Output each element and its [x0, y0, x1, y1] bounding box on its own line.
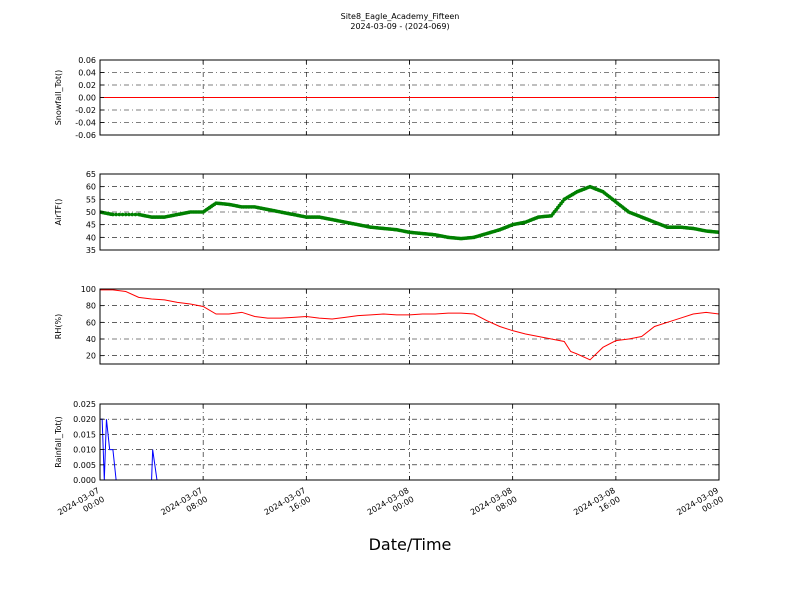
- panels: -0.06 -0.04 -0.02 0.00 0.02 0.04 0.06 Snowfall_…: [54, 56, 720, 485]
- data-point: [133, 212, 138, 217]
- data-point: [114, 212, 118, 217]
- panel-1: -0.06 -0.04 -0.02 0.00 0.02 0.04 0.06 Snowfall_…: [54, 56, 720, 140]
- y-tick-label: 60: [86, 318, 96, 327]
- y-tick-label: 0.005: [73, 461, 96, 470]
- y-tick-label: 0.02: [78, 81, 96, 90]
- y-tick-label: 0.010: [73, 446, 96, 455]
- y-tick-label: 65: [86, 170, 96, 179]
- x-tick-label: 2024-03-0716:00: [263, 486, 313, 526]
- y-tick-label: 100: [81, 285, 96, 294]
- series-line: [100, 289, 719, 361]
- x-tick-label: 2024-03-0808:00: [469, 486, 519, 526]
- panel-4: 0.000 0.005 0.010 0.015 0.020 0.025 Rainfall_T…: [54, 400, 720, 485]
- y-tick-label: 0.04: [78, 69, 96, 78]
- y-tick-label: 0.025: [73, 400, 96, 409]
- y-axis-label: AirTF(): [54, 199, 63, 226]
- data-point: [127, 212, 131, 217]
- series-line: [100, 418, 719, 480]
- x-tick-label: 2024-03-0800:00: [366, 486, 416, 526]
- y-tick-label: -0.06: [75, 131, 96, 140]
- y-tick-label: 40: [86, 335, 96, 344]
- chart-title: Site8_Eagle_Academy_Fifteen: [341, 12, 460, 21]
- y-axis-label: RH(%): [54, 314, 63, 339]
- y-axis-label: Rainfall_Tot(): [54, 416, 63, 468]
- data-point: [130, 212, 135, 217]
- data-point: [123, 212, 128, 217]
- series-markers: [100, 184, 719, 241]
- x-tick-label: 2024-03-0816:00: [572, 486, 622, 526]
- x-tick-label: 2024-03-0708:00: [159, 486, 209, 526]
- y-axis-label: Snowfall_Tot(): [54, 70, 63, 126]
- y-tick-label: 0.020: [73, 415, 96, 424]
- data-point: [117, 212, 122, 217]
- y-tick-label: 80: [86, 302, 96, 311]
- y-tick-label: -0.04: [75, 119, 96, 128]
- panel-2: 35 40 45 50 55 60 65 AirTF(): [54, 170, 720, 255]
- data-point: [120, 212, 125, 217]
- y-tick-label: 0.06: [78, 56, 96, 65]
- x-axis-label: Date/Time: [369, 535, 452, 554]
- x-tick-labels: 2024-03-0700:00 2024-03-0708:00 2024-03-07…: [56, 486, 725, 526]
- chart-subtitle: 2024-03-09 - (2024-069): [350, 22, 449, 31]
- data-point: [111, 212, 115, 217]
- panel-3: 20 40 60 80 100 RH(%): [54, 285, 720, 365]
- y-tick-label: 60: [86, 183, 96, 192]
- x-tick-label: 2024-03-0900:00: [675, 486, 725, 526]
- y-tick-label: -0.02: [75, 106, 96, 115]
- x-tick-label: 2024-03-0700:00: [56, 486, 106, 526]
- y-tick-label: 35: [86, 246, 96, 255]
- y-tick-label: 20: [86, 352, 96, 361]
- y-tick-label: 0.000: [73, 476, 96, 485]
- y-tick-label: 55: [86, 195, 96, 204]
- y-tick-label: 45: [86, 221, 96, 230]
- y-tick-label: 0.00: [78, 94, 96, 103]
- y-tick-label: 0.015: [73, 430, 96, 439]
- y-tick-label: 50: [86, 208, 96, 217]
- y-tick-label: 40: [86, 233, 96, 242]
